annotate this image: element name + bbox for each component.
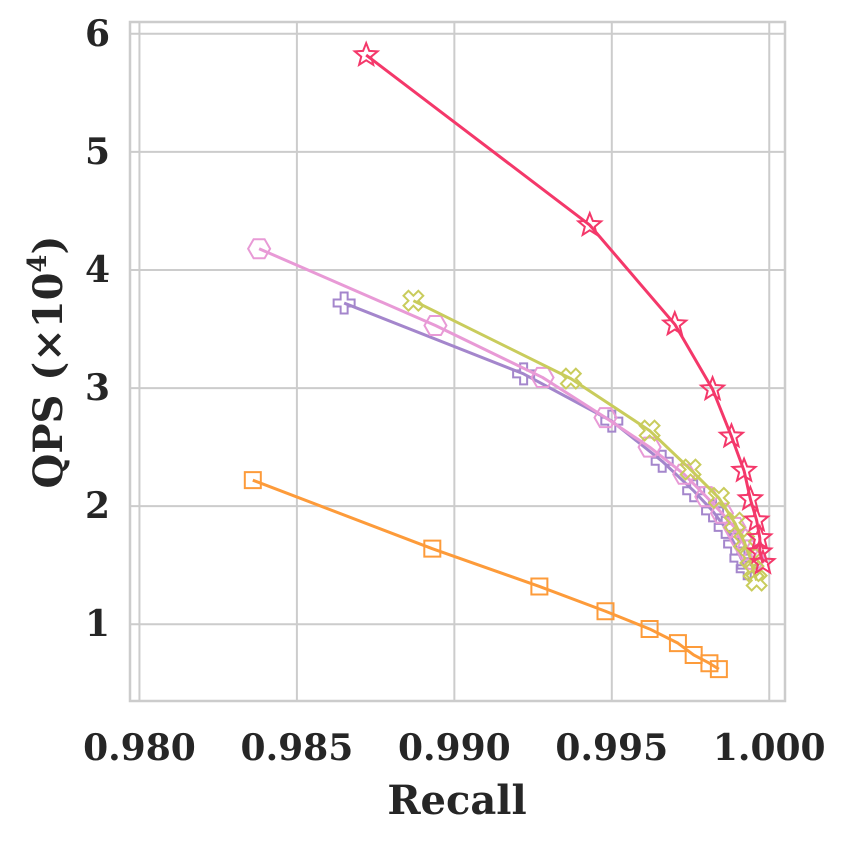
- y-tick-label: 6: [85, 13, 110, 55]
- series-line: [412, 299, 759, 582]
- data-point-x: [402, 289, 425, 312]
- y-tick-label: 2: [85, 485, 110, 527]
- y-axis-title-main: QPS (×10: [25, 273, 72, 489]
- y-tick-label: 5: [85, 131, 110, 173]
- y-tick-label: 3: [85, 367, 110, 409]
- data-point-star: [742, 505, 771, 533]
- series-x: [402, 289, 768, 592]
- x-tick-label: 1.000: [713, 727, 826, 769]
- data-point-plus: [332, 291, 356, 315]
- data-point-star: [698, 374, 727, 402]
- data-point-star: [748, 548, 777, 575]
- data-point-square: [640, 619, 659, 638]
- data-point-square: [530, 577, 549, 596]
- data-point-square: [709, 660, 728, 679]
- series-line: [258, 247, 755, 561]
- data-point-x: [745, 569, 768, 592]
- y-axis-title-close: ): [25, 236, 72, 255]
- data-point-star: [717, 421, 746, 449]
- y-tick-labels: 1 2 3 4 5 6: [85, 13, 110, 645]
- x-tick-label: 0.995: [555, 727, 668, 769]
- data-point-star: [745, 523, 774, 550]
- data-point-hexagon: [593, 407, 618, 429]
- data-point-x: [723, 511, 746, 535]
- series-star: [352, 40, 777, 575]
- data-point-plus: [650, 449, 674, 473]
- data-point-star: [352, 40, 381, 67]
- data-point-x: [732, 530, 756, 553]
- data-point-plus: [600, 409, 624, 433]
- series-layer: [243, 40, 777, 679]
- data-point-square: [423, 539, 442, 558]
- data-point-star: [736, 484, 765, 511]
- y-axis-title-exponent: 4: [23, 255, 53, 273]
- x-tick-labels: 0.980 0.985 0.990 0.995 1.000: [83, 727, 826, 769]
- x-tick-label: 0.980: [83, 727, 196, 769]
- data-point-star: [575, 210, 604, 238]
- data-point-x: [679, 458, 702, 481]
- series-hexagon: [246, 238, 766, 570]
- y-axis-title: QPS (×104): [23, 236, 72, 489]
- data-point-square: [700, 654, 719, 673]
- data-point-x: [559, 367, 583, 390]
- x-axis-title: Recall: [387, 777, 526, 824]
- data-point-star: [660, 309, 689, 337]
- data-point-x: [638, 419, 661, 442]
- data-point-square: [243, 471, 262, 490]
- data-point-square: [596, 602, 615, 621]
- y-tick-label: 4: [85, 249, 110, 291]
- data-point-hexagon: [246, 238, 272, 260]
- x-tick-label: 0.990: [398, 727, 511, 769]
- data-point-star: [730, 455, 759, 483]
- series-square: [243, 471, 728, 679]
- y-tick-label: 1: [85, 603, 110, 645]
- series-line: [252, 478, 720, 671]
- plot-area-frame: [128, 20, 787, 703]
- grid-lines: [130, 22, 785, 701]
- x-tick-label: 0.985: [241, 727, 354, 769]
- data-point-x: [707, 486, 731, 510]
